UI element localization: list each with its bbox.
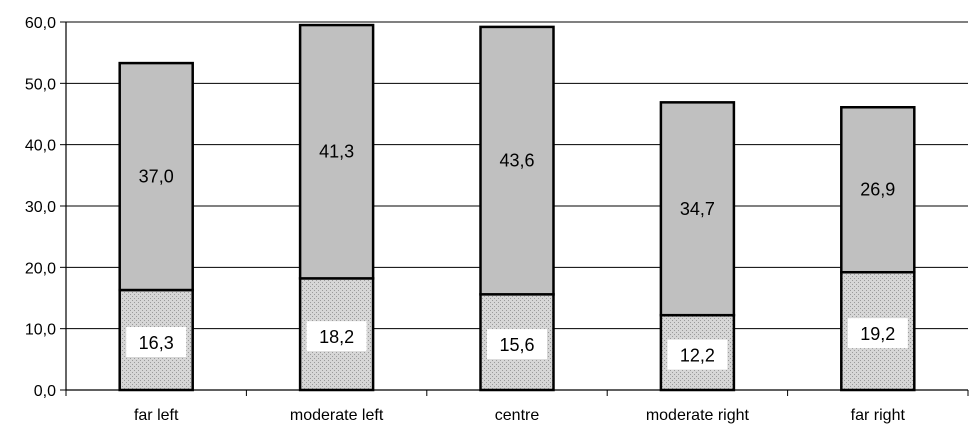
data-label-box: [667, 339, 728, 370]
data-label-bottom: 19,2: [860, 324, 895, 344]
data-label-bottom: 18,2: [319, 327, 354, 347]
x-category-label: moderate left: [290, 407, 384, 424]
y-tick-label: 0,0: [34, 383, 56, 400]
y-tick-label: 50,0: [25, 76, 56, 93]
y-tick-label: 10,0: [25, 322, 56, 339]
x-category-label: far left: [134, 407, 179, 424]
data-label-box: [306, 321, 367, 352]
bar-segment-top: [118, 61, 194, 292]
data-label-box: [126, 327, 187, 358]
data-label-top: 41,3: [319, 142, 354, 162]
bar-segment-top: [298, 23, 375, 280]
data-label-top: 26,9: [860, 180, 895, 200]
bar-segment-top: [659, 101, 736, 317]
data-label-top: 43,6: [499, 151, 534, 171]
data-label-bottom: 15,6: [499, 335, 534, 355]
data-label-bottom: 12,2: [680, 346, 715, 366]
x-category-label: centre: [495, 407, 540, 424]
data-label-top: 34,7: [680, 199, 715, 219]
bar-segment-top: [840, 106, 916, 274]
data-label-box: [487, 329, 547, 360]
data-label-top: 37,0: [139, 167, 174, 187]
y-tick-label: 60,0: [25, 15, 56, 32]
data-label-box: [847, 318, 908, 349]
bar-segment-top: [479, 25, 555, 296]
y-tick-label: 20,0: [25, 260, 56, 277]
x-category-label: far right: [851, 407, 906, 424]
y-tick-label: 30,0: [25, 199, 56, 216]
data-label-bottom: 16,3: [139, 333, 174, 353]
y-tick-label: 40,0: [25, 138, 56, 155]
x-category-label: moderate right: [646, 407, 750, 424]
